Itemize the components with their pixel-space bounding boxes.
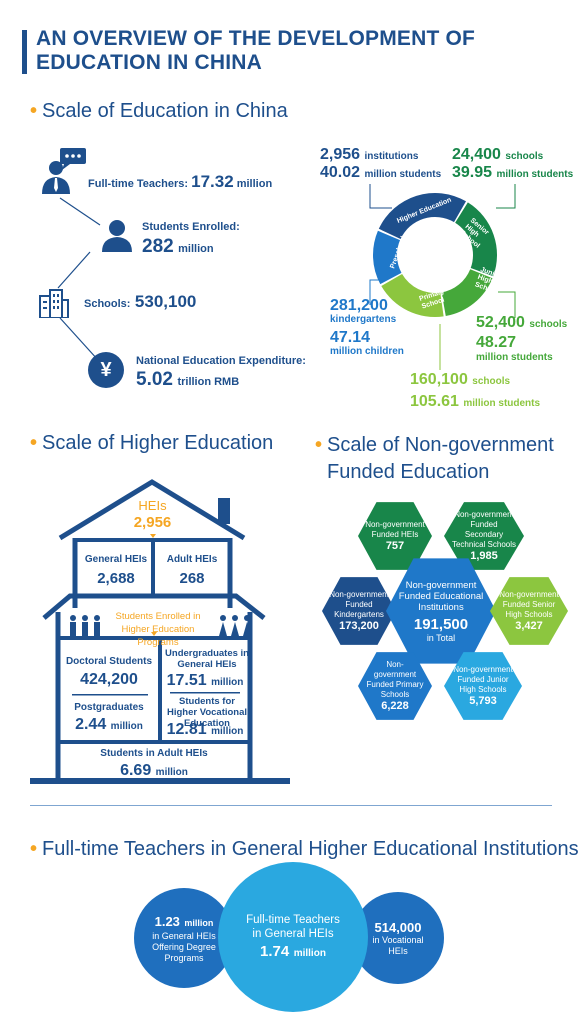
section-divider bbox=[30, 805, 552, 806]
hex-nongov-senior-high: Non-government Funded Senior High School… bbox=[490, 577, 568, 645]
hex-nongov-secondary-technical: Non-government Funded Secondary Technica… bbox=[444, 502, 524, 570]
section-heading-teachers: • Full-time Teachers in General Higher Ed… bbox=[30, 838, 579, 860]
schools-stat: Schools: 530,100 bbox=[84, 292, 197, 311]
adult-students-stat: 6.69 million bbox=[120, 762, 188, 779]
building-icon bbox=[38, 288, 70, 319]
teachers-stat: Full-time Teachers: 17.32 million bbox=[88, 172, 273, 191]
undergrad-stat: 17.51 million bbox=[166, 672, 244, 689]
hex-nongov-kindergartens: Non-government Funded Kindergartens 173,… bbox=[322, 577, 396, 645]
bubble-total-teachers: Full-time Teachers in General HEIs 1.74 … bbox=[218, 862, 368, 1012]
students-stat: 282 million bbox=[142, 236, 214, 257]
yen-icon: ¥ bbox=[88, 352, 124, 388]
page-title: AN OVERVIEW OF THE DEVELOPMENT OF EDUCAT… bbox=[36, 27, 476, 74]
ring-stat-junior: 52,400 schools 48.27 million students bbox=[476, 314, 568, 363]
house-content: HEIs 2,956 General HEIs 2,688 Adult HEIs… bbox=[30, 478, 275, 790]
ring-segment-junior-high-school bbox=[441, 269, 493, 317]
house-diagram bbox=[30, 479, 290, 784]
hex-nongov-junior-high: Non-government Funded Junior High School… bbox=[444, 652, 522, 720]
doctoral-value: 424,200 bbox=[80, 671, 138, 688]
ring-segment-primary-school bbox=[381, 274, 444, 317]
expenditure-stat: 5.02 trillion RMB bbox=[136, 369, 240, 390]
heis-value: 2,956 bbox=[133, 514, 172, 531]
ring-stat-higher: 2,956 institutions 40.02 million student… bbox=[320, 146, 442, 181]
doctoral-label: Doctoral Students bbox=[65, 656, 153, 667]
ring-stat-primary: 160,100 schools 105.61 million students bbox=[410, 371, 541, 410]
section-heading-scale: • Scale of Education in China bbox=[30, 100, 288, 122]
undergrad-label: Undergraduates in General HEIs bbox=[165, 648, 249, 670]
adult-students-label: Students in Adult HEIs bbox=[100, 748, 208, 759]
ring-segment-higher-education bbox=[378, 193, 466, 239]
teacher-icon bbox=[40, 148, 90, 194]
section-heading-higher: • Scale of Higher Education bbox=[30, 432, 274, 454]
section-heading-nongov: • Scale of Non-government Funded Educatio… bbox=[315, 434, 554, 483]
adult-heis-label: Adult HEIs bbox=[166, 554, 218, 565]
postgrad-label: Postgraduates bbox=[74, 702, 144, 713]
ring-segment-senior-high-school bbox=[455, 202, 497, 277]
enrolled-label: Students Enrolled in Higher Education Pr… bbox=[115, 611, 201, 648]
heis-label: HEIs bbox=[138, 498, 167, 513]
scale-connectors bbox=[57, 197, 101, 361]
vocational-label: Students for Higher Vocational Education bbox=[166, 696, 248, 729]
hex-nongov-primary: Non-government Funded Primary Schools 6,… bbox=[358, 652, 432, 720]
ring-segment-preschool bbox=[373, 230, 402, 285]
vocational-stat: 12.81 million bbox=[166, 721, 244, 738]
ring-stat-senior: 24,400 schools 39.95 million students bbox=[452, 146, 574, 181]
hex-nongov-total: Non-government Funded Educational Instit… bbox=[386, 558, 496, 664]
ring-stat-preschool: 281,200 kindergartens 47.14 million chil… bbox=[330, 297, 404, 358]
title-accent-bar bbox=[22, 30, 27, 74]
general-heis-label: General HEIs bbox=[84, 554, 148, 565]
ring-callouts bbox=[369, 184, 516, 370]
postgrad-stat: 2.44 million bbox=[75, 716, 143, 733]
students-label: Students Enrolled: bbox=[142, 221, 240, 233]
education-ring: Preschool Higher Education SeniorHighSch… bbox=[373, 193, 502, 317]
expenditure-label: National Education Expenditure: bbox=[136, 355, 306, 367]
bubble-degree-teachers: 1.23 million in General HEIs Offering De… bbox=[134, 888, 234, 988]
people-left-icon bbox=[68, 614, 102, 636]
general-heis-value: 2,688 bbox=[97, 570, 135, 587]
people-right-icon bbox=[218, 614, 252, 636]
adult-heis-value: 268 bbox=[179, 570, 205, 587]
student-icon bbox=[100, 218, 134, 252]
